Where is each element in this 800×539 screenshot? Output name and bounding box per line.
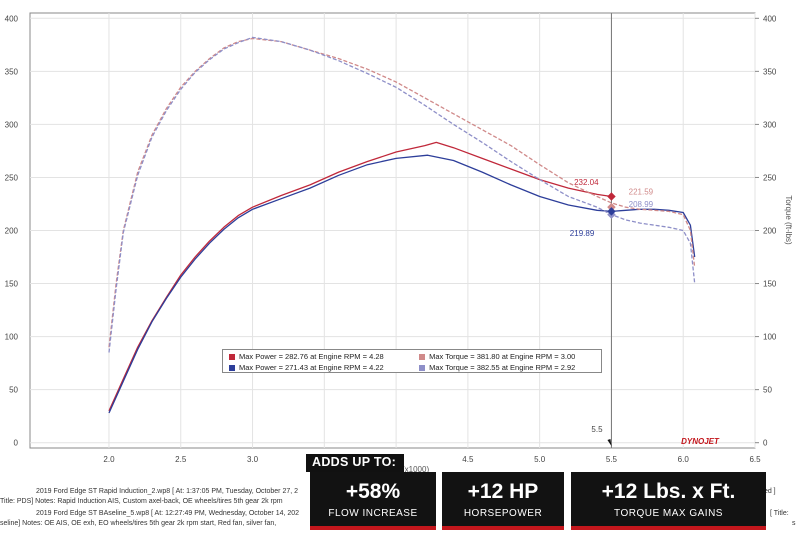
badge-value: +12 Lbs. x Ft. [601, 480, 736, 503]
y-right-tick-label: 350 [763, 67, 777, 76]
legend-label: Max Power = 271.43 at Engine RPM = 4.22 [239, 363, 384, 372]
legend-label: Max Torque = 381.80 at Engine RPM = 3.00 [429, 352, 576, 361]
run2-title: 2019 Ford Edge ST BAseline_5.wp8 [ At: 1… [36, 510, 300, 517]
badge-caption: TORQUE MAX GAINS [614, 508, 723, 519]
legend-item: Max Torque = 382.55 at Engine RPM = 2.92 [419, 362, 575, 373]
y-left-tick-label: 250 [5, 173, 19, 182]
run1-title-end: ted ] [762, 488, 776, 495]
x-tick-label: 6.0 [678, 455, 690, 464]
series-line [108, 36, 696, 353]
x-tick-label: 4.5 [462, 455, 474, 464]
legend-swatch [229, 365, 235, 372]
y-left-tick-label: 300 [5, 120, 19, 129]
y-right-axis-ticks: 0 50 100 150 200 250 300 350 400 [755, 14, 777, 448]
legend-swatch [419, 365, 426, 372]
y-left-tick-label: 350 [5, 67, 19, 76]
cursor-arrow-icon [607, 439, 612, 446]
y-left-tick-label: 50 [9, 386, 18, 395]
legend-row-1: Max Power = 282.76 at Engine RPM = 4.28 … [229, 351, 575, 362]
marker-label: 232.04 [574, 178, 599, 187]
y-left-tick-label: 150 [5, 280, 19, 289]
chart-legend: Max Power = 282.76 at Engine RPM = 4.28 … [222, 349, 602, 373]
x-tick-label: 2.0 [103, 455, 115, 464]
series-line [108, 37, 696, 348]
run2-title-end: [ Title: [770, 510, 789, 517]
y-right-tick-label: 400 [763, 14, 777, 23]
x-axis-ticks: 2.02.53.03.54.04.55.05.56.06.5 [103, 455, 761, 464]
badge-value: +12 HP [467, 480, 539, 503]
marker-label: 219.89 [570, 229, 595, 238]
x-tick-label: 5.5 [606, 455, 618, 464]
y-left-axis-ticks: 0 50 100 150 200 250 300 350 400 [5, 14, 19, 447]
rpm-cursor[interactable]: 5.5 [591, 13, 612, 448]
cursor-label: 5.5 [591, 425, 603, 434]
dyno-chart: 2.02.53.03.54.04.55.05.56.06.5 050100150… [5, 12, 793, 474]
badge-caption: HORSEPOWER [463, 508, 543, 519]
legend-item: Max Power = 271.43 at Engine RPM = 4.22 [229, 362, 417, 373]
legend-swatch [419, 354, 426, 361]
badge-value: +58% [345, 480, 401, 503]
run2-notes: seline] Notes: OE AIS, OE exh, EO wheels… [0, 520, 277, 527]
torque-gains-badge: +12 Lbs. x Ft. TORQUE MAX GAINS [571, 472, 766, 530]
dynojet-logo: DYNOJET [681, 437, 720, 446]
flow-increase-badge: +58% FLOW INCREASE [310, 472, 436, 530]
y-right-tick-label: 200 [763, 227, 777, 236]
horsepower-badge: +12 HP HORSEPOWER [442, 472, 564, 530]
legend-swatch [229, 354, 235, 361]
legend-row-2: Max Power = 271.43 at Engine RPM = 4.22 … [229, 362, 575, 373]
y-right-tick-label: 250 [763, 173, 777, 182]
x-tick-label: 5.0 [534, 455, 546, 464]
series-lines [108, 36, 696, 414]
run1-title: 2019 Ford Edge ST Rapid Induction_2.wp8 … [36, 488, 299, 495]
marker-label: 221.59 [629, 187, 654, 196]
x-tick-label: 2.5 [175, 455, 187, 464]
y-right-tick-label: 0 [763, 439, 768, 448]
y-right-tick-label: 300 [763, 120, 777, 129]
y-right-axis-title: Torque (ft-lbs) [784, 195, 793, 245]
x-tick-label: 3.0 [247, 455, 259, 464]
run1-notes: Title: PDS] Notes: Rapid Induction AIS, … [0, 498, 283, 505]
y-left-tick-label: 100 [5, 333, 19, 342]
legend-item: Max Torque = 381.80 at Engine RPM = 3.00 [419, 351, 575, 362]
y-left-tick-label: 0 [14, 439, 19, 448]
legend-label: Max Torque = 382.55 at Engine RPM = 2.92 [429, 363, 576, 372]
y-right-tick-label: 50 [763, 386, 772, 395]
y-right-tick-label: 150 [763, 280, 777, 289]
legend-label: Max Power = 282.76 at Engine RPM = 4.28 [239, 352, 384, 361]
x-tick-label: 6.5 [749, 455, 761, 464]
legend-item: Max Power = 282.76 at Engine RPM = 4.28 [229, 351, 417, 362]
adds-up-heading: ADDS UP TO: [306, 454, 405, 472]
y-right-tick-label: 100 [763, 333, 777, 342]
y-left-tick-label: 200 [5, 227, 19, 236]
run-notes: 2019 Ford Edge ST Rapid Induction_2.wp8 … [0, 482, 800, 532]
run2-notes-end: s [792, 520, 796, 527]
y-left-tick-label: 400 [5, 14, 19, 23]
marker-label: 208.99 [629, 200, 654, 209]
badge-caption: FLOW INCREASE [328, 508, 418, 519]
